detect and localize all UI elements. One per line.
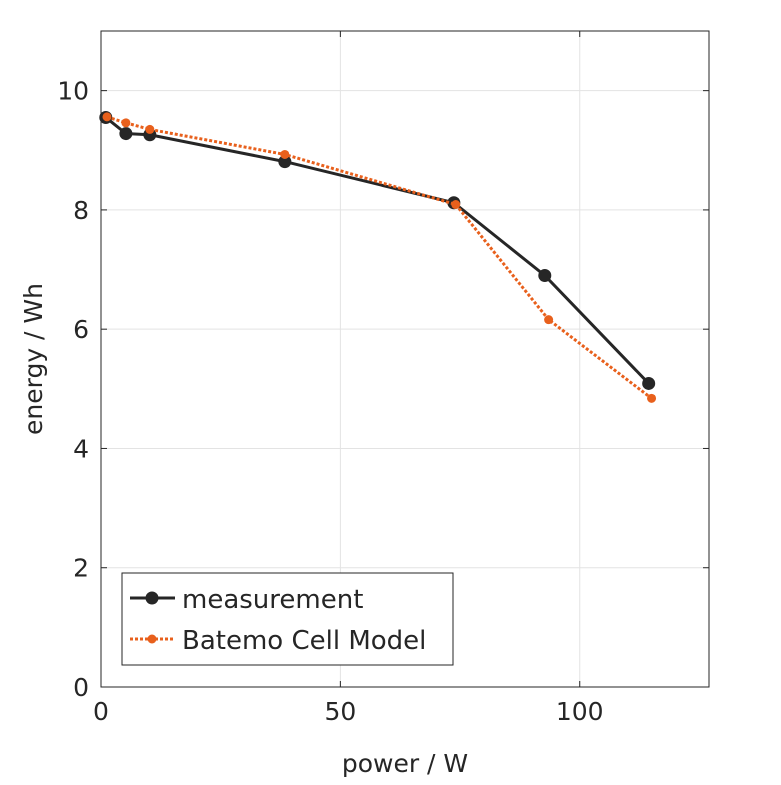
x-tick-label: 50 <box>324 697 356 726</box>
y-tick-label: 10 <box>57 77 89 106</box>
y-axis-label: energy / Wh <box>19 283 48 435</box>
data-point-model <box>647 393 657 403</box>
y-tick-label: 0 <box>73 673 89 702</box>
data-point-measurement <box>278 155 292 169</box>
legend-box <box>121 572 454 666</box>
data-point-model <box>121 118 131 128</box>
data-point-model <box>451 200 461 210</box>
legend-label-measurement: measurement <box>182 585 363 615</box>
plot-frame <box>100 30 710 688</box>
data-point-measurement <box>538 269 552 283</box>
legend-marker-measurement <box>145 591 159 605</box>
series-line-measurement <box>104 116 650 385</box>
ticks: 0 50 100 0 2 4 6 8 10 <box>57 31 709 726</box>
y-tick-label: 4 <box>73 434 89 463</box>
x-tick-label: 100 <box>556 697 604 726</box>
data-point-model <box>102 112 112 122</box>
x-tick-label: 0 <box>93 697 109 726</box>
series <box>99 110 657 403</box>
y-tick-label: 6 <box>73 315 89 344</box>
y-tick-label: 2 <box>73 554 89 583</box>
data-point-measurement <box>642 376 656 390</box>
data-point-model <box>280 149 290 159</box>
x-axis-label: power / W <box>342 749 468 778</box>
legend: measurement Batemo Cell Model <box>121 572 454 666</box>
data-point-model <box>145 124 155 134</box>
y-tick-label: 8 <box>73 196 89 225</box>
legend-label-model: Batemo Cell Model <box>182 626 426 656</box>
data-point-measurement <box>119 127 133 141</box>
legend-marker-model <box>147 634 157 644</box>
series-line-model <box>106 115 653 400</box>
data-point-model <box>544 315 554 325</box>
